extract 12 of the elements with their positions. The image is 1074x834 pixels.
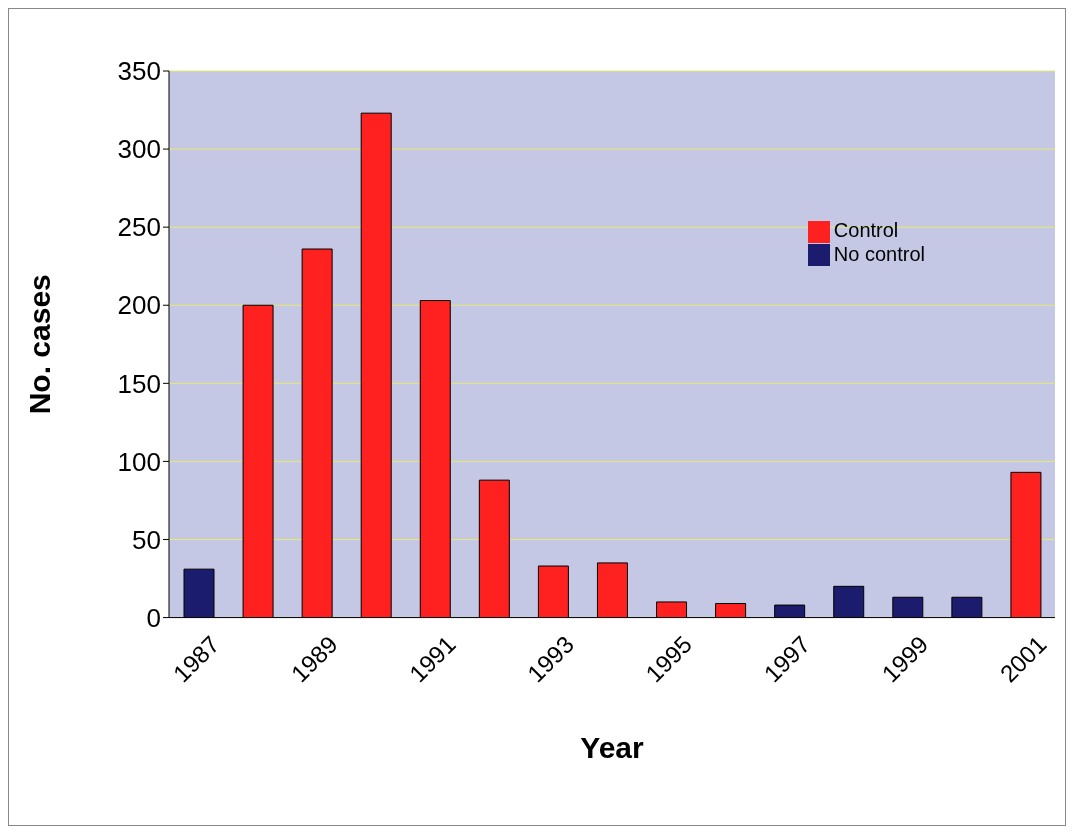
legend-label: No control bbox=[833, 242, 925, 265]
y-tick-label: 100 bbox=[117, 446, 161, 477]
y-tick-label: 150 bbox=[117, 368, 161, 399]
y-tick-label: 300 bbox=[117, 134, 161, 165]
x-axis-title: Year bbox=[580, 730, 645, 764]
y-tick-label: 0 bbox=[146, 602, 161, 633]
y-tick-label: 50 bbox=[132, 524, 161, 555]
legend-label: Control bbox=[833, 219, 899, 241]
y-tick-label: 200 bbox=[117, 290, 161, 321]
y-axis-title: No. cases bbox=[22, 274, 56, 415]
y-tick-label: 250 bbox=[117, 212, 161, 243]
y-tick-label: 350 bbox=[117, 56, 161, 87]
